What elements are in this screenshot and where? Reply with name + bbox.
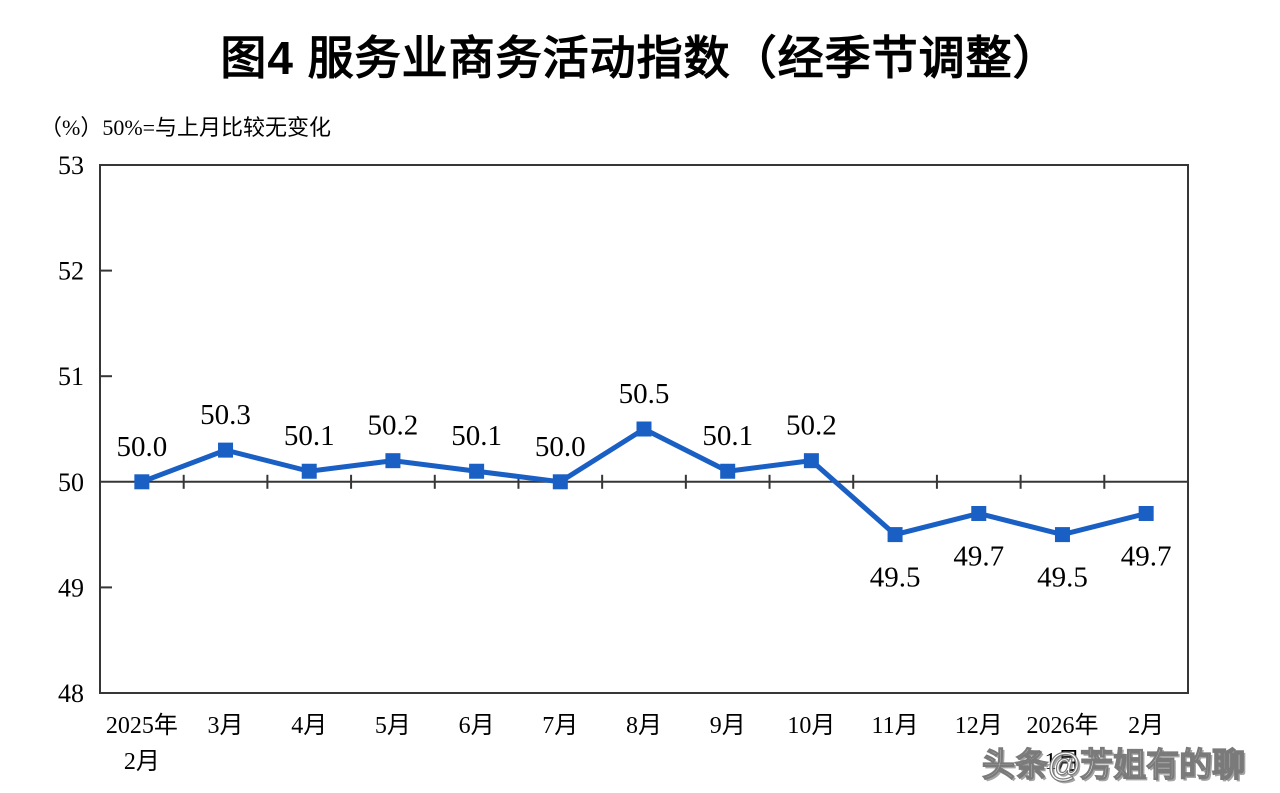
y-axis-label: 48 <box>58 679 84 708</box>
axis-unit-note: （%）50%=与上月比较无变化 <box>40 115 332 140</box>
y-axis-label: 50 <box>58 468 84 497</box>
data-point-marker <box>636 421 652 437</box>
data-point-marker <box>720 463 736 479</box>
x-axis-label: 10月 <box>787 713 835 739</box>
y-axis-label: 49 <box>58 573 84 602</box>
data-point-marker <box>803 453 819 469</box>
data-label: 50.2 <box>368 410 419 442</box>
data-point-marker <box>469 463 485 479</box>
data-label: 50.0 <box>116 431 167 463</box>
data-label: 49.7 <box>1121 540 1172 572</box>
x-axis-label: 9月 <box>710 713 746 739</box>
data-point-marker <box>552 474 568 490</box>
data-label: 50.2 <box>786 410 837 442</box>
data-label: 49.5 <box>1037 562 1088 594</box>
x-axis-label: 1月 <box>1044 749 1080 775</box>
x-axis-label: 5月 <box>375 713 411 739</box>
data-label: 50.1 <box>702 420 753 452</box>
y-axis-label: 51 <box>58 362 84 391</box>
data-label: 50.0 <box>535 431 586 463</box>
data-label: 50.5 <box>619 378 670 410</box>
x-axis-label: 8月 <box>626 713 662 739</box>
y-axis-label: 53 <box>58 151 84 180</box>
data-label: 50.1 <box>451 420 502 452</box>
x-axis-label: 3月 <box>208 713 244 739</box>
data-label: 49.5 <box>870 562 921 594</box>
watermark: 头条@芳姐有的聊 <box>981 745 1246 783</box>
chart-title: 图4 服务业商务活动指数（经季节调整） <box>220 32 1060 84</box>
x-axis-label: 11月 <box>872 713 919 739</box>
data-point-marker <box>1054 527 1070 543</box>
x-axis-label: 6月 <box>459 713 495 739</box>
data-point-marker <box>134 474 150 490</box>
x-axis-label: 2月 <box>124 749 160 775</box>
data-point-marker <box>887 527 903 543</box>
y-axis-label: 52 <box>58 257 84 286</box>
data-label: 50.1 <box>284 420 335 452</box>
data-point-marker <box>385 453 401 469</box>
x-axis-label: 7月 <box>542 713 578 739</box>
x-axis-label: 2月 <box>1128 713 1164 739</box>
x-axis-label: 2025年 <box>106 712 178 739</box>
x-axis-label: 2026年 <box>1026 712 1098 739</box>
x-axis-label: 12月 <box>955 713 1003 739</box>
plot-border <box>99 164 1189 694</box>
data-point-marker <box>971 505 987 521</box>
data-point-marker <box>1138 505 1154 521</box>
data-label: 49.7 <box>953 540 1004 572</box>
x-axis-label: 4月 <box>291 713 327 739</box>
data-point-marker <box>301 463 317 479</box>
data-point-marker <box>218 442 234 458</box>
data-label: 50.3 <box>200 399 251 431</box>
